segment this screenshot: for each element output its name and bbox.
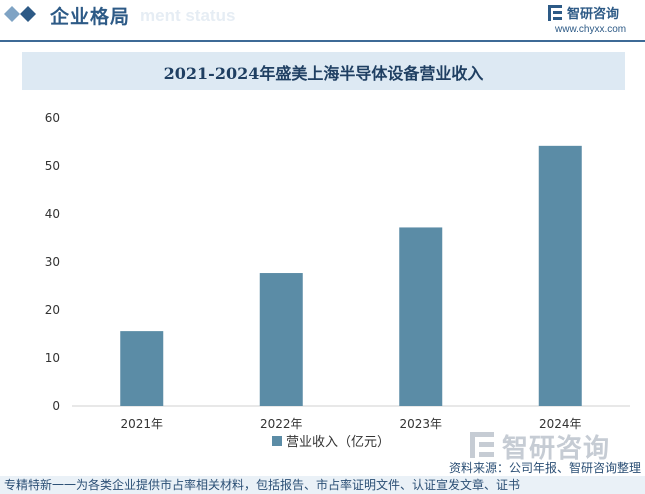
chart-title-band: 2021-2024年盛美上海半导体设备营业收入	[22, 52, 625, 90]
y-tick-label: 10	[45, 351, 60, 365]
y-tick-label: 30	[45, 255, 60, 269]
y-tick-label: 20	[45, 303, 60, 317]
x-tick-label: 2021年	[120, 417, 163, 431]
watermark-text: 智研咨询	[502, 434, 611, 464]
x-tick-label: 2023年	[399, 417, 442, 431]
y-tick-label: 40	[45, 207, 60, 221]
footer-text: 专精特新一一为各类企业提供市占率相关材料，包括报告、市占率证明文件、认证宣发文章…	[4, 478, 521, 492]
bar	[120, 331, 164, 406]
bar	[259, 273, 303, 406]
x-tick-label: 2022年	[260, 417, 303, 431]
header-divider	[0, 40, 645, 42]
y-tick-label: 50	[45, 159, 60, 173]
watermark-logo-icon	[470, 432, 494, 458]
section-title: 企业格局	[50, 6, 131, 28]
footer-banner: 专精特新一一为各类企业提供市占率相关材料，包括报告、市占率证明文件、认证宣发文章…	[0, 476, 645, 494]
chyxx-logo-icon	[548, 5, 562, 21]
y-tick-label: 60	[45, 111, 60, 125]
chart-title: 2021-2024年盛美上海半导体设备营业收入	[163, 64, 484, 83]
source-note: 资料来源：公司年报、智研咨询整理	[448, 461, 641, 475]
diamond-icon	[4, 6, 36, 22]
watermark-brand: 智研咨询	[468, 428, 628, 464]
y-tick-label: 0	[52, 399, 60, 413]
brand-url: www.chyxx.com	[555, 24, 627, 35]
brand-name: 智研咨询	[567, 7, 620, 22]
section-subtitle-ghost: ment status	[140, 6, 236, 25]
page-header: 企业格局 ment status 智研咨询 www.chyxx.com	[0, 0, 645, 42]
legend-label: 营业收入（亿元）	[286, 435, 390, 450]
bar	[399, 227, 443, 406]
bar	[538, 145, 582, 406]
x-tick-label: 2024年	[539, 417, 582, 431]
brand-logo: 智研咨询 www.chyxx.com	[547, 3, 639, 39]
legend-swatch	[272, 436, 282, 446]
